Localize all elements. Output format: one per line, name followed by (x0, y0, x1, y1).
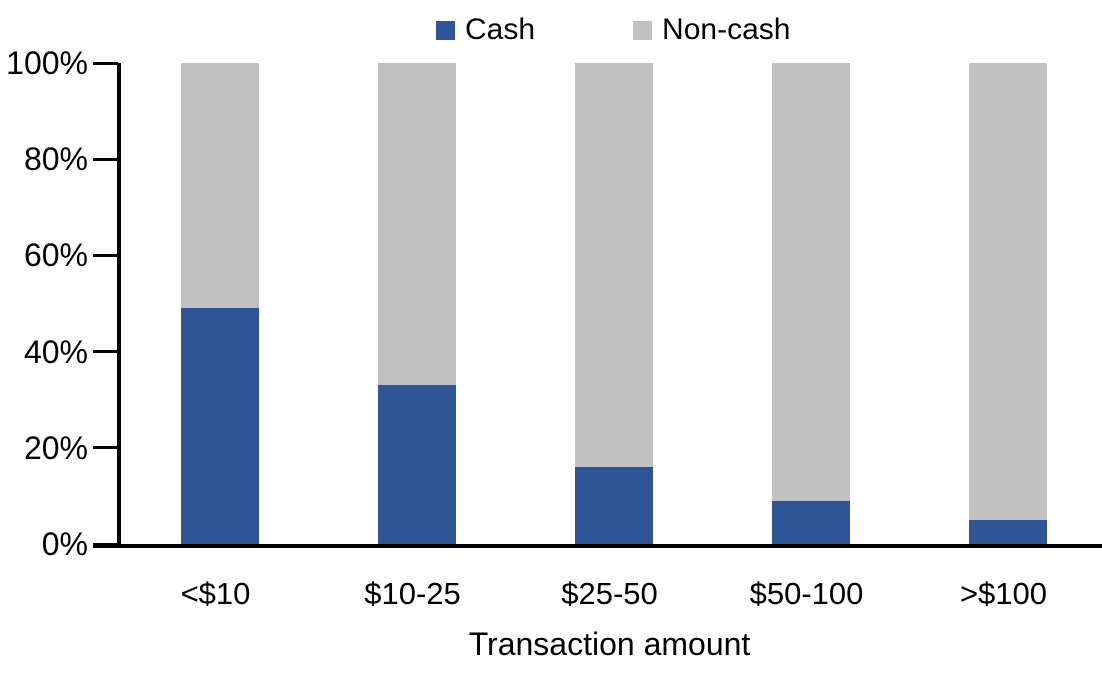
y-tick (93, 253, 118, 257)
bar-segment-noncash (968, 63, 1047, 520)
plot-area (117, 63, 1102, 544)
bar-segment-cash (180, 308, 259, 544)
y-tick-label: 20% (23, 429, 88, 466)
y-tick-label: 80% (23, 141, 88, 178)
bar-segment-cash (771, 501, 850, 544)
bar-segment-cash (968, 520, 1047, 544)
x-tick-label: <$10 (180, 576, 251, 611)
cash-legend-swatch-icon (436, 20, 455, 40)
legend-label-cash: Cash (465, 13, 536, 46)
x-tick-label: $50-100 (749, 576, 864, 611)
bar-segment-noncash (574, 63, 653, 467)
y-tick-label: 0% (41, 526, 88, 562)
legend: Cash Non-cash (436, 13, 790, 47)
noncash-legend-swatch-icon (633, 20, 653, 40)
bar-segment-noncash (180, 63, 259, 308)
bar-segment-noncash (771, 63, 850, 501)
legend-item-noncash: Non-cash (633, 13, 790, 47)
x-tick-label: $25-50 (561, 576, 658, 611)
bar-segment-noncash (377, 63, 456, 385)
legend-label-noncash: Non-cash (662, 13, 791, 46)
legend-item-cash: Cash (436, 13, 535, 47)
x-tick-label: >$100 (959, 576, 1048, 611)
y-tick (93, 61, 118, 65)
bar-segment-cash (377, 385, 456, 544)
y-tick (93, 350, 118, 354)
x-tick-label: $10-25 (364, 576, 461, 611)
y-tick-label: 40% (23, 333, 88, 370)
y-tick (93, 446, 118, 450)
bar-segment-cash (574, 467, 653, 544)
y-tick (93, 157, 118, 161)
x-axis-title: Transaction amount (468, 626, 751, 662)
y-tick-label: 60% (23, 237, 88, 274)
x-axis-line (93, 544, 1102, 548)
y-tick-label: 100% (6, 45, 88, 81)
